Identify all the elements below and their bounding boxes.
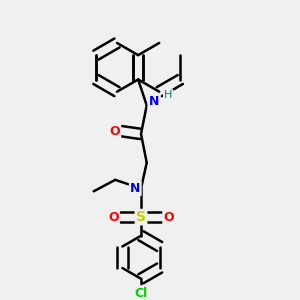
Text: N: N bbox=[149, 94, 159, 107]
Text: Cl: Cl bbox=[134, 286, 148, 300]
Text: O: O bbox=[109, 124, 120, 138]
Text: H: H bbox=[164, 90, 172, 100]
Text: O: O bbox=[164, 211, 174, 224]
Text: S: S bbox=[136, 210, 146, 224]
Text: O: O bbox=[108, 211, 119, 224]
Text: N: N bbox=[130, 182, 140, 195]
